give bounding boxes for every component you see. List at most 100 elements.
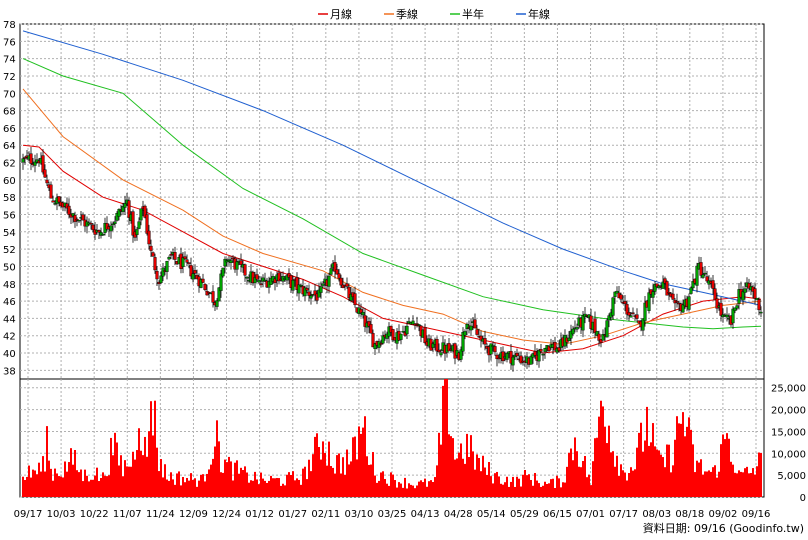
volume-bar xyxy=(420,480,422,497)
candlestick xyxy=(677,300,681,312)
volume-bar xyxy=(230,461,232,497)
volume-bar xyxy=(556,475,558,497)
candlestick xyxy=(651,284,655,305)
volume-bar xyxy=(244,466,246,497)
candlestick xyxy=(675,293,679,308)
volume-bar xyxy=(630,467,632,497)
volume-bar xyxy=(160,459,162,497)
volume-bar xyxy=(260,472,262,497)
candlestick xyxy=(757,297,761,316)
volume-bar xyxy=(46,426,48,497)
volume-bar xyxy=(354,436,356,497)
candlestick xyxy=(371,329,375,348)
volume-bar xyxy=(96,467,98,497)
volume-bar xyxy=(562,482,564,497)
volume-bar xyxy=(382,471,384,497)
candlestick xyxy=(597,330,601,347)
x-tick-label: 03/25 xyxy=(378,509,407,520)
volume-bar xyxy=(418,481,420,497)
candlestick xyxy=(601,329,605,341)
volume-bar xyxy=(652,423,654,497)
candlestick xyxy=(181,252,185,274)
volume-bar xyxy=(642,451,644,497)
volume-bar xyxy=(240,467,242,497)
volume-bar xyxy=(598,416,600,497)
volume-bar xyxy=(118,465,120,497)
volume-bar xyxy=(470,435,472,497)
candlestick xyxy=(273,276,277,291)
candlestick xyxy=(461,327,465,356)
volume-bar xyxy=(48,460,50,497)
candlestick xyxy=(187,262,191,269)
candlestick xyxy=(605,318,609,338)
volume-bar xyxy=(104,475,106,497)
candlestick xyxy=(143,204,147,219)
candlestick xyxy=(161,262,165,282)
candlestick xyxy=(363,307,367,333)
candlestick xyxy=(321,281,325,288)
candlestick xyxy=(699,257,703,279)
volume-bar xyxy=(32,469,34,497)
candlestick xyxy=(263,272,267,283)
volume-bar xyxy=(200,474,202,497)
price-tick-label: 46 xyxy=(3,297,16,308)
volume-bar xyxy=(486,474,488,497)
candlestick xyxy=(627,307,631,322)
candlestick xyxy=(557,340,561,353)
candlestick xyxy=(41,149,45,175)
candlestick xyxy=(541,352,545,361)
volume-bar xyxy=(258,484,260,497)
candlestick xyxy=(169,251,173,260)
volume-bar xyxy=(508,486,510,497)
volume-bar xyxy=(566,466,568,497)
volume-bar xyxy=(432,481,434,497)
volume-bar xyxy=(56,473,58,497)
volume-bar xyxy=(688,417,690,497)
candlestick xyxy=(215,298,219,310)
volume-bar xyxy=(636,447,638,497)
candlestick xyxy=(671,288,675,301)
volume-bar xyxy=(442,385,444,497)
volume-bar xyxy=(396,487,398,497)
volume-bar xyxy=(194,478,196,497)
price-tick-label: 74 xyxy=(3,55,16,66)
volume-bar xyxy=(472,451,474,497)
volume-bar xyxy=(358,426,360,497)
volume-bar xyxy=(60,476,62,497)
candlestick xyxy=(665,280,669,296)
x-tick-label: 08/03 xyxy=(642,509,671,520)
price-y-axis: 38 40 42 44 46 48 50 52 54 56 58 60 62 64 66 68 70 72 74 76… xyxy=(3,20,16,377)
volume-bar xyxy=(278,478,280,497)
candlestick xyxy=(109,221,113,239)
candlestick xyxy=(121,202,125,216)
candlestick xyxy=(647,287,651,314)
volume-bar xyxy=(720,444,722,497)
volume-bar xyxy=(600,400,602,497)
legend-label-2: 半年 xyxy=(462,7,484,21)
volume-bar xyxy=(116,442,118,497)
candlestick xyxy=(493,342,497,356)
candlestick xyxy=(615,286,619,294)
volume-bar xyxy=(678,423,680,497)
volume-bar xyxy=(550,479,552,497)
volume-bar xyxy=(406,488,408,497)
volume-bar xyxy=(188,480,190,497)
x-tick-label: 03/10 xyxy=(344,509,373,520)
volume-bar xyxy=(712,467,714,497)
candlestick xyxy=(219,269,223,298)
x-tick-label: 11/07 xyxy=(113,509,142,520)
x-tick-label: 04/13 xyxy=(411,509,440,520)
candlestick xyxy=(255,268,259,282)
x-tick-label: 05/29 xyxy=(510,509,539,520)
candlestick xyxy=(77,219,81,224)
candlestick xyxy=(173,246,177,266)
candlestick xyxy=(653,280,657,295)
volume-bar xyxy=(256,479,258,497)
volume-bar xyxy=(718,471,720,497)
candlestick xyxy=(575,323,579,333)
candlestick xyxy=(381,331,385,345)
candlestick xyxy=(299,284,303,288)
volume-bar xyxy=(518,478,520,497)
volume-bar xyxy=(414,488,416,497)
candlestick xyxy=(567,331,571,342)
